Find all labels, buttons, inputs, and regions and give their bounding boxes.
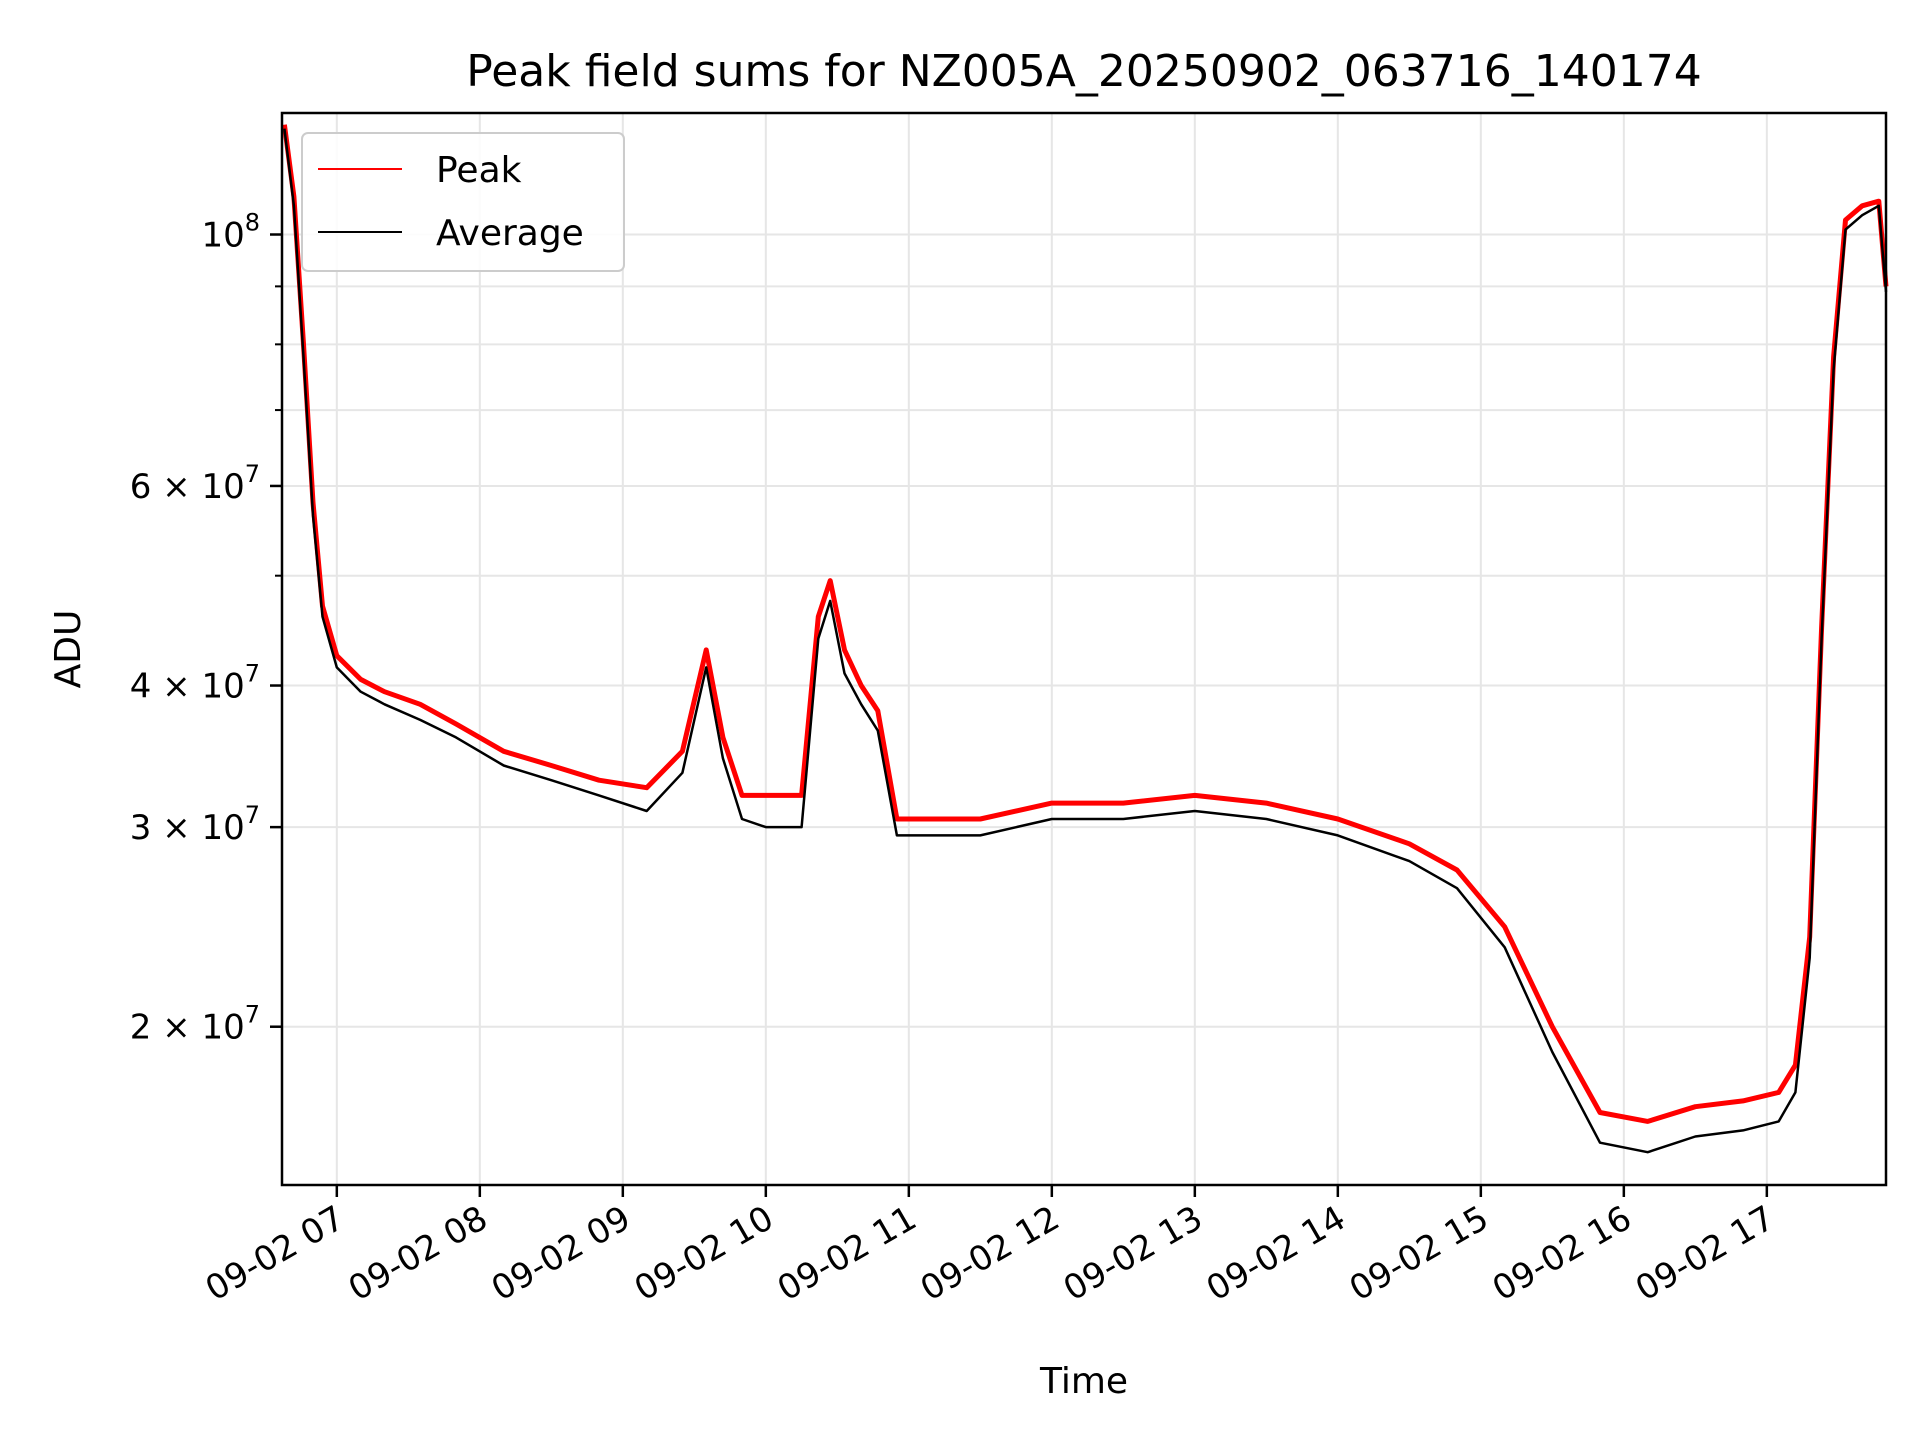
series-line-average [283,128,1888,1154]
y-tick-label: 4 × 107 [130,660,260,707]
y-tick-label: 108 [201,209,260,256]
series-layer [281,124,1889,1154]
legend: Peak Average [301,132,625,272]
y-axis-label: ADU [48,610,89,689]
plot-area [282,113,1886,1185]
series-line-peak [281,124,1889,1124]
y-tick-label: 6 × 107 [130,460,260,507]
legend-label-average: Average [436,213,584,254]
y-tick-label: 2 × 107 [130,1001,260,1048]
chart-title: Peak field sums for NZ005A_20250902_0637… [466,46,1701,97]
grid [282,113,1886,1185]
legend-label-peak: Peak [436,150,522,191]
y-axis: 2 × 107 3 × 107 4 × 107 6 × 107 108 [130,209,282,1048]
y-tick-label: 3 × 107 [130,801,260,848]
legend-box [301,132,625,272]
plot-frame [280,111,1888,1187]
x-axis-label: Time [1039,1361,1128,1402]
